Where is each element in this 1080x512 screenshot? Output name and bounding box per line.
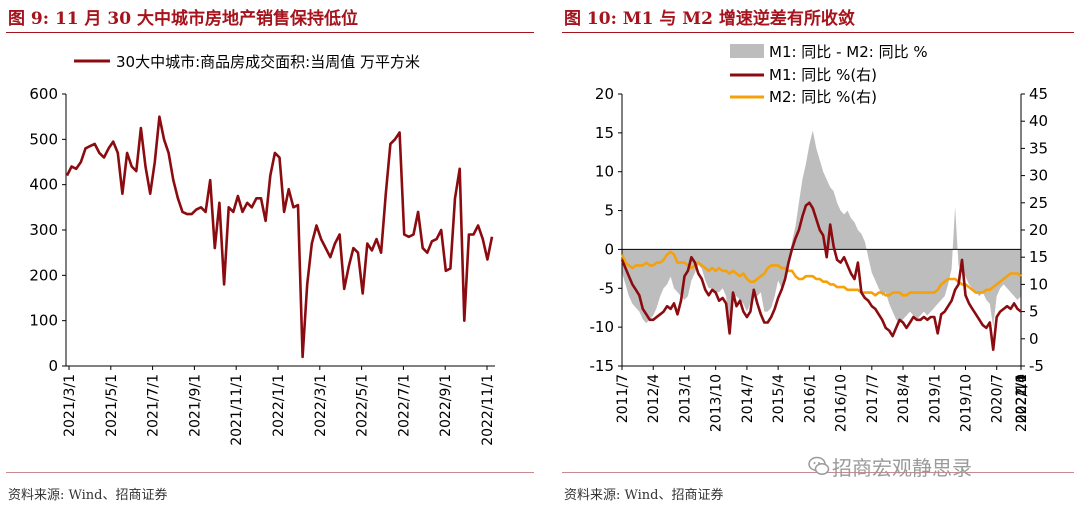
y-tick-label: 500 bbox=[29, 130, 58, 148]
y-tick-label: 0 bbox=[48, 357, 58, 375]
x-tick-label: 2021/11/1 bbox=[229, 374, 245, 446]
y-tick-label-left: 15 bbox=[595, 124, 614, 142]
series-line-m1 bbox=[620, 201, 1022, 351]
y-tick-label-right: 5 bbox=[1029, 303, 1039, 321]
x-tick-label: 2021/4 bbox=[1014, 374, 1030, 423]
x-tick-label: 2012/4 bbox=[646, 374, 662, 423]
x-tick-label: 2022/1 bbox=[1014, 374, 1030, 423]
y-tick-label: 400 bbox=[29, 176, 58, 194]
x-tick-label: 2022/11/1 bbox=[480, 374, 496, 446]
watermark-text: 招商宏观静思录 bbox=[832, 456, 972, 480]
x-tick-label: 2013/1 bbox=[677, 374, 693, 423]
y-tick-label-left: -10 bbox=[590, 318, 615, 336]
x-tick-label: 2022/9/1 bbox=[438, 374, 454, 437]
y-tick-label-right: 30 bbox=[1029, 167, 1048, 185]
left-source-rule bbox=[6, 472, 534, 473]
x-tick-label: 2021/5/1 bbox=[104, 374, 120, 437]
left-source: 资料来源: Wind、招商证券 bbox=[8, 488, 168, 503]
y-tick-label: 300 bbox=[29, 221, 58, 239]
x-tick-label: 2019/1 bbox=[927, 374, 943, 423]
y-tick-label-right: 25 bbox=[1029, 194, 1048, 212]
y-tick-label-left: -5 bbox=[599, 279, 614, 297]
legend-label-gap: M1: 同比 - M2: 同比 % bbox=[769, 43, 928, 61]
legend-label: 30大中城市:商品房成交面积:当周值 万平方米 bbox=[116, 53, 420, 71]
left-chart-title: 图 9: 11 月 30 大中城市房地产销售保持低位 bbox=[8, 9, 359, 29]
y-tick-label-left: -15 bbox=[590, 357, 615, 375]
legend-swatch-gap bbox=[730, 44, 764, 58]
series-line-commercial-housing bbox=[65, 115, 494, 359]
y-tick-label-left: 20 bbox=[595, 85, 614, 103]
right-title-rule bbox=[562, 32, 1074, 33]
x-tick-label: 2021/7/1 bbox=[146, 374, 162, 437]
y-tick-label-left: 10 bbox=[595, 163, 614, 181]
right-source: 资料来源: Wind、招商证券 bbox=[564, 488, 724, 503]
x-tick-label: 2016/10 bbox=[834, 374, 850, 432]
left-chart: 0 100 200 300 400 500 600 2021/3/1 2021/5/1 2021/… bbox=[29, 53, 496, 446]
right-chart-title: 图 10: M1 与 M2 增速逆差有所收敛 bbox=[564, 9, 855, 29]
y-tick-label-right: -5 bbox=[1029, 357, 1044, 375]
y-tick-label-right: 35 bbox=[1029, 139, 1048, 157]
y-tick-label-right: 0 bbox=[1029, 330, 1039, 348]
legend-label-m1: M1: 同比 %(右) bbox=[769, 66, 877, 84]
x-tick-label: 2022/1/1 bbox=[271, 374, 287, 437]
x-tick-label: 2018/4 bbox=[896, 374, 912, 423]
wechat-icon bbox=[808, 456, 830, 475]
x-tick-label: 2021/9/1 bbox=[187, 374, 203, 437]
x-tick-label: 2016/1 bbox=[802, 374, 818, 423]
x-tick-label: 2015/4 bbox=[771, 374, 787, 423]
y-tick-label-left: 0 bbox=[604, 240, 614, 258]
y-tick-label-right: 20 bbox=[1029, 221, 1048, 239]
y-tick-label-right: 45 bbox=[1029, 85, 1048, 103]
right-chart: -15 -10 -5 0 5 10 15 20 -5 0 5 10 15 20 25 30 35 40 45 2011… bbox=[590, 43, 1049, 432]
x-tick-label: 2022/3/1 bbox=[313, 374, 329, 437]
x-tick-label: 2022/5/1 bbox=[355, 374, 371, 437]
left-title-rule bbox=[6, 32, 534, 33]
y-tick-label: 200 bbox=[29, 266, 58, 284]
y-tick-label: 100 bbox=[29, 312, 58, 330]
y-tick-label-left: 5 bbox=[604, 202, 614, 220]
x-tick-label: 2013/10 bbox=[709, 374, 725, 432]
x-tick-label: 2020/7 bbox=[990, 374, 1006, 423]
y-tick-label: 600 bbox=[29, 85, 58, 103]
legend-label-m2: M2: 同比 %(右) bbox=[769, 88, 877, 106]
x-tick-label: 2021/3/1 bbox=[62, 374, 78, 437]
x-tick-label: 2022/7/1 bbox=[396, 374, 412, 437]
x-tick-label: 2017/7 bbox=[865, 374, 881, 423]
x-tick-label: 2011/7 bbox=[615, 374, 631, 423]
y-tick-label-right: 15 bbox=[1029, 248, 1048, 266]
x-tick-label: 2014/7 bbox=[740, 374, 756, 423]
x-tick-label: 2022/10 bbox=[1014, 374, 1030, 432]
y-tick-label-right: 10 bbox=[1029, 275, 1048, 293]
x-tick-label: 2019/10 bbox=[958, 374, 974, 432]
y-tick-label-right: 40 bbox=[1029, 112, 1048, 130]
